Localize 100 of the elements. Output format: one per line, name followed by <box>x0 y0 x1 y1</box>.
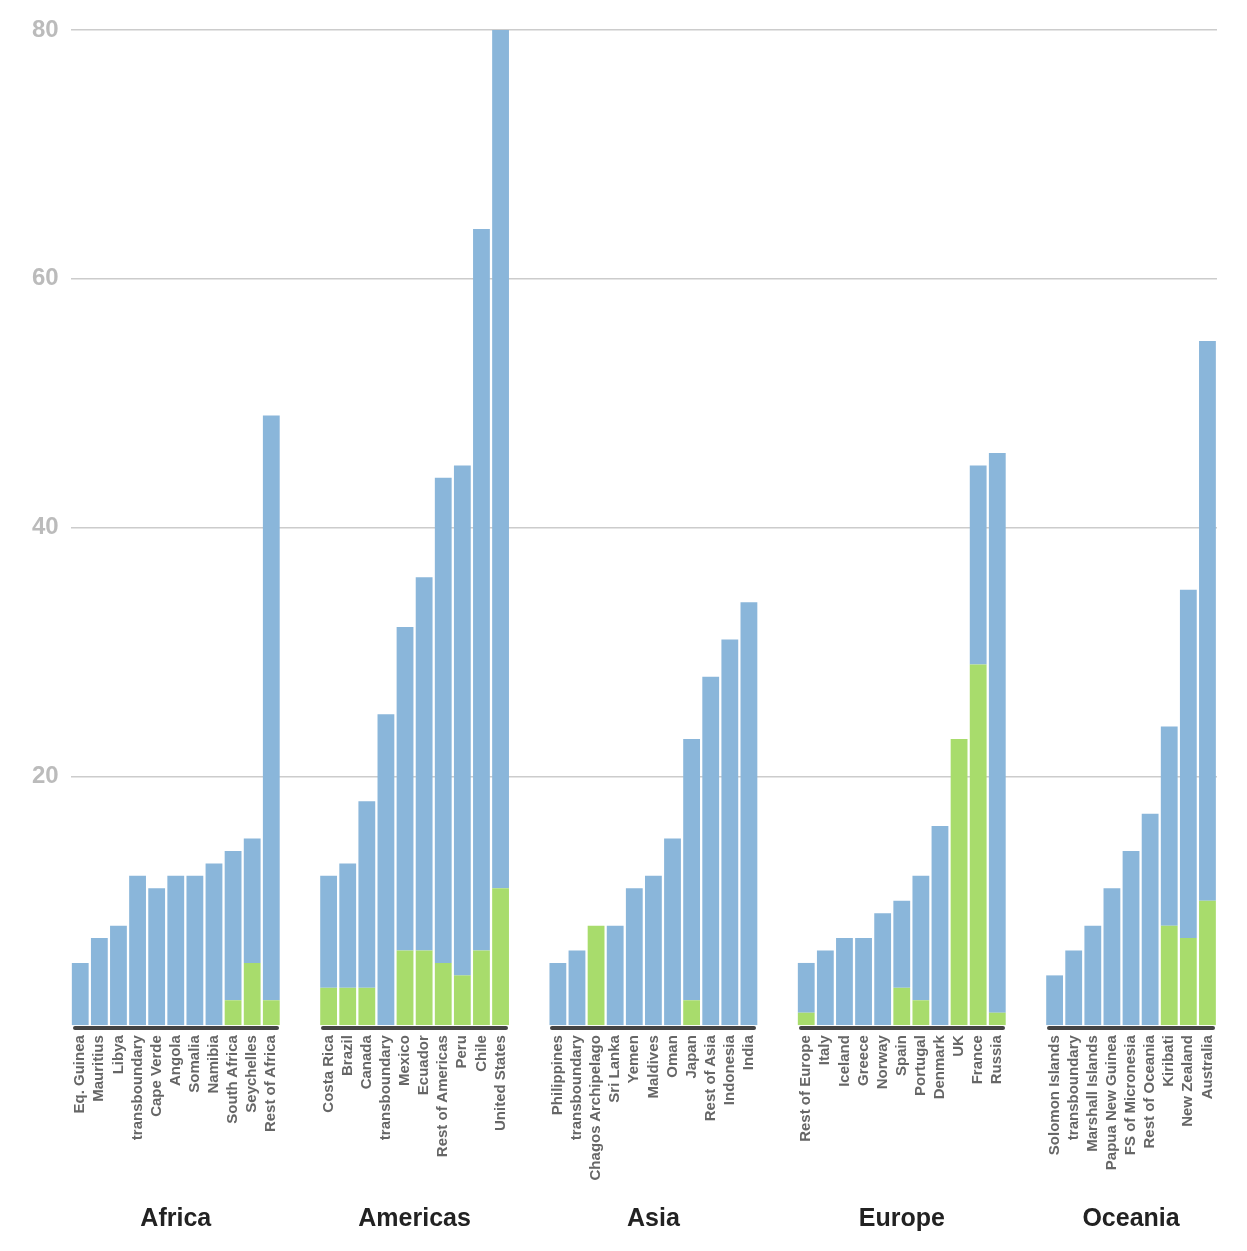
x-tick-label: Ecuador <box>414 1034 432 1096</box>
bar <box>377 714 395 1026</box>
bar <box>205 863 223 1026</box>
x-tick-label: Peru <box>452 1035 470 1069</box>
x-tick-label: Solomon Islands <box>1044 1035 1062 1156</box>
bar <box>492 30 509 889</box>
x-tick-label: Russia <box>987 1034 1005 1085</box>
bar <box>664 838 681 1026</box>
bar <box>893 987 911 1026</box>
bar <box>434 962 452 1026</box>
bar <box>969 465 987 665</box>
x-tick-label: transboundary <box>127 1034 145 1141</box>
x-tick-label: Philippines <box>548 1035 566 1116</box>
x-tick-label: Mexico <box>395 1035 413 1086</box>
x-tick-label: Angola <box>165 1034 183 1086</box>
text: Americas <box>358 1202 471 1231</box>
bar <box>167 875 185 1026</box>
bar <box>320 987 338 1026</box>
bar <box>320 875 338 988</box>
bar <box>396 627 414 951</box>
bar <box>988 452 1006 1013</box>
x-tick-label: Canada <box>356 1034 374 1090</box>
bar <box>358 987 376 1026</box>
bar <box>415 577 433 951</box>
bar <box>453 975 471 1026</box>
x-tick-label: Italy <box>815 1034 833 1066</box>
text: Oceania <box>1082 1202 1181 1231</box>
x-tick-label: Rest of Asia <box>700 1034 718 1122</box>
x-tick-label: Chagos Archipelago <box>586 1035 604 1181</box>
x-tick-label: Iceland <box>834 1035 852 1087</box>
bar <box>434 477 452 963</box>
bar <box>1199 340 1216 901</box>
bar <box>262 415 280 1001</box>
x-tick-label: Chile <box>471 1035 489 1072</box>
bar <box>243 838 261 963</box>
x-tick-label: Maldives <box>643 1035 661 1099</box>
bar <box>606 925 624 1026</box>
bar <box>625 888 643 1026</box>
y-tick-label: 80 <box>31 14 59 42</box>
x-tick-label: Greece <box>853 1035 871 1087</box>
bar <box>1160 726 1178 926</box>
x-tick-label: Rest of Americas <box>433 1035 451 1158</box>
bar <box>1065 950 1083 1026</box>
x-tick-label: Costa Rica <box>318 1034 336 1113</box>
x-tick-label: Sri Lanka <box>605 1034 623 1103</box>
bar <box>148 888 166 1026</box>
bar <box>396 950 414 1026</box>
text: Asia <box>626 1202 681 1231</box>
x-tick-label: France <box>968 1035 986 1085</box>
x-tick-label: UK <box>949 1034 967 1057</box>
bar <box>262 1000 280 1026</box>
bar <box>473 950 490 1026</box>
x-tick-label: Mauritius <box>89 1035 107 1102</box>
x-tick-label: Seychelles <box>242 1035 260 1113</box>
bar <box>931 826 949 1026</box>
bar <box>950 739 968 1026</box>
bar <box>797 962 815 1013</box>
x-tick-label: Brazil <box>337 1035 355 1076</box>
bar <box>721 639 739 1026</box>
x-tick-label: Eq. Guinea <box>70 1034 88 1114</box>
text: Africa <box>140 1202 213 1231</box>
bar <box>1141 813 1159 1026</box>
bar <box>1179 589 1197 939</box>
x-tick-label: Australia <box>1197 1034 1215 1100</box>
bar <box>587 925 605 1026</box>
bar <box>816 950 834 1026</box>
bar <box>224 1000 242 1026</box>
x-tick-label: Marshall Islands <box>1082 1035 1100 1152</box>
x-tick-label: transboundary <box>376 1034 394 1141</box>
bar <box>110 925 127 1026</box>
bar <box>855 938 872 1026</box>
x-tick-label: Norway <box>872 1034 890 1090</box>
x-tick-label: Papua New Guinea <box>1102 1034 1120 1171</box>
x-tick-label: Denmark <box>930 1034 948 1100</box>
x-tick-label: Rest of Oceania <box>1140 1034 1158 1149</box>
bar <box>683 739 701 1001</box>
x-tick-label: transboundary <box>567 1034 585 1141</box>
bar <box>71 962 89 1026</box>
bar <box>988 1012 1006 1026</box>
bar <box>683 1000 701 1026</box>
x-tick-label: Oman <box>662 1035 680 1078</box>
bar <box>969 664 987 1026</box>
x-tick-label: Yemen <box>624 1035 642 1084</box>
bar <box>1179 938 1197 1026</box>
x-tick-label: Japan <box>681 1035 699 1079</box>
x-tick-label: Portugal <box>911 1035 929 1096</box>
x-tick-label: New Zealand <box>1178 1035 1196 1127</box>
x-tick-label: Namibia <box>204 1034 222 1094</box>
bar <box>912 1000 930 1026</box>
bar <box>358 801 376 988</box>
bar <box>893 900 911 988</box>
bar <box>740 602 758 1026</box>
x-tick-label: Somalia <box>185 1034 203 1093</box>
x-tick-label: Kiribati <box>1159 1035 1177 1087</box>
bar <box>415 950 433 1026</box>
bar <box>874 913 892 1026</box>
bar <box>473 229 490 951</box>
x-tick-label: transboundary <box>1063 1034 1081 1141</box>
bar <box>912 875 930 1001</box>
bar <box>492 888 509 1026</box>
